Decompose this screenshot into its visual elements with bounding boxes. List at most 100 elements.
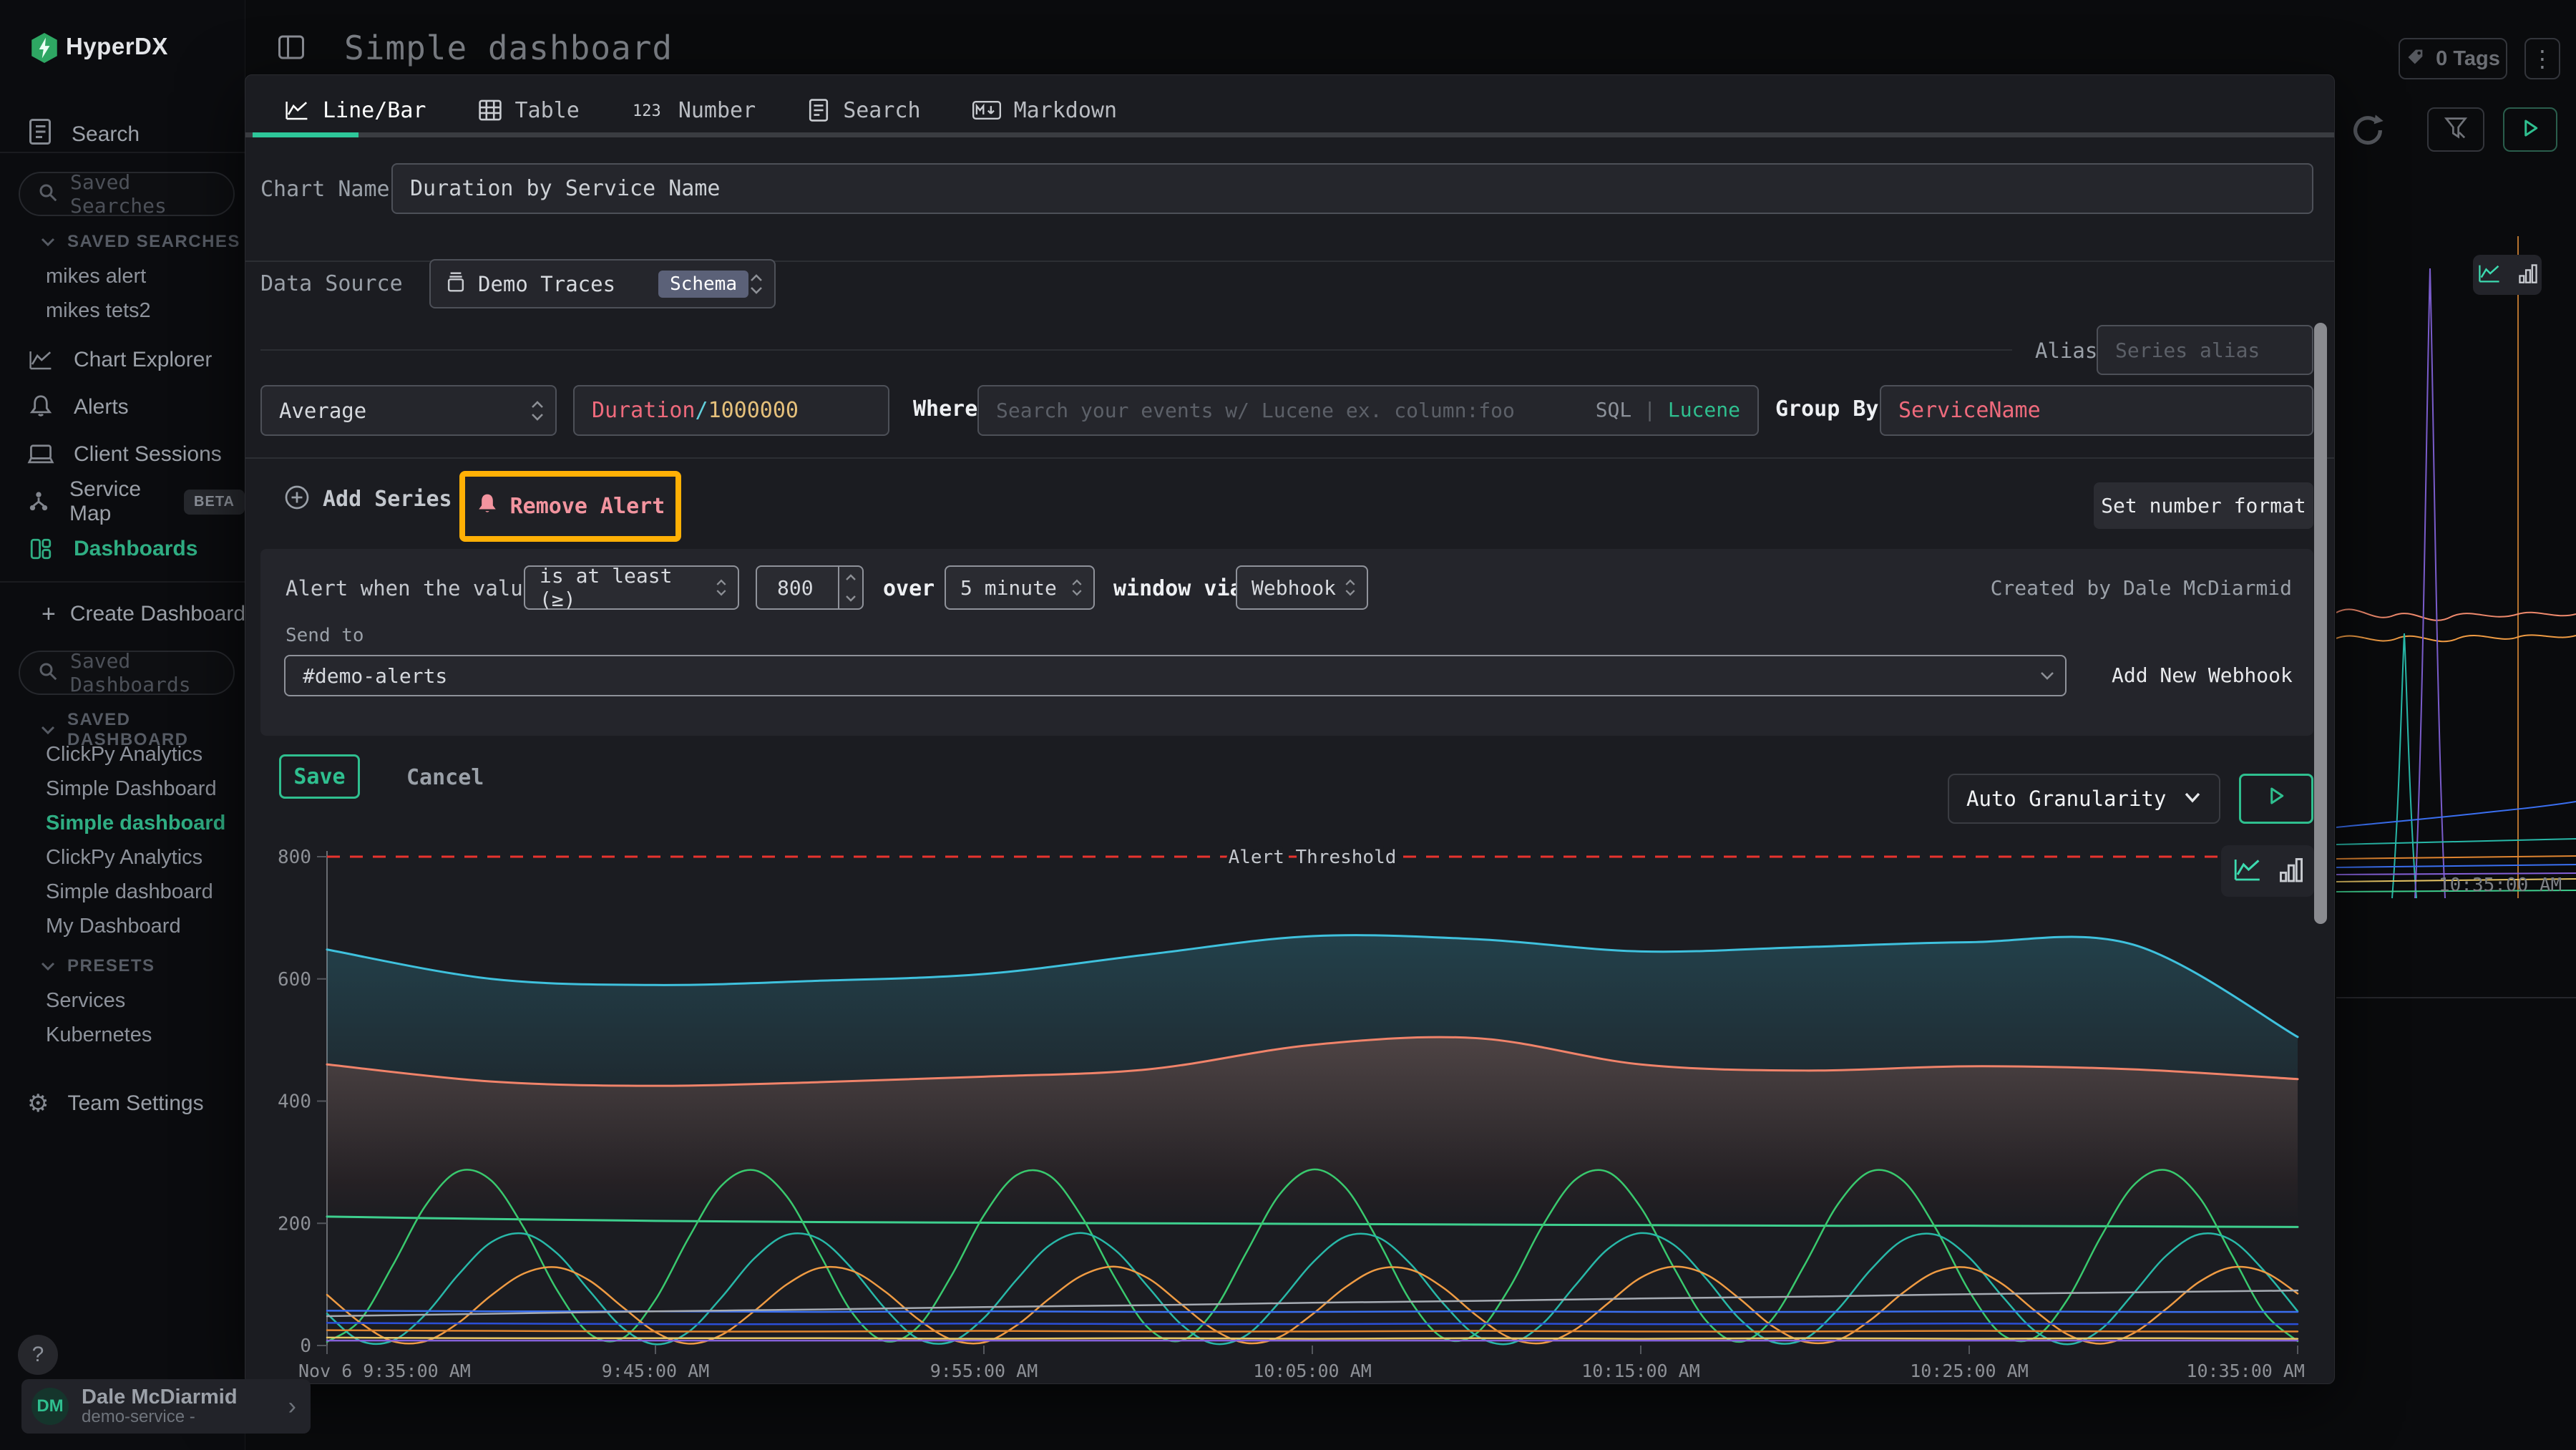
series-alias-input[interactable]: [2097, 325, 2313, 375]
saved-search-mikes-tets2[interactable]: mikes tets2: [0, 293, 245, 328]
alert-condition-select[interactable]: is at least (≥): [524, 565, 739, 610]
search-icon: [37, 182, 59, 207]
x-axis-tick: 10:25:00 AM: [1910, 1361, 2029, 1381]
tag-icon: [2406, 47, 2426, 71]
create-dashboard-button[interactable]: + Create Dashboard: [0, 595, 286, 633]
select-chevrons-icon: [530, 398, 545, 424]
group-by-input[interactable]: [1880, 385, 2313, 436]
x-axis-tick: Nov 6 9:35:00 AM: [298, 1361, 471, 1381]
tab-table[interactable]: Table: [478, 98, 580, 123]
preset-kubernetes[interactable]: Kubernetes: [0, 1018, 245, 1052]
sidebar-item-service-map[interactable]: Service MapBETA: [0, 478, 245, 525]
run-query-button[interactable]: [2503, 107, 2557, 152]
chart-name-input[interactable]: [391, 163, 2313, 214]
presets-section[interactable]: PRESETS: [40, 956, 155, 976]
saved-dashboard-simple-dashboard[interactable]: Simple dashboard: [0, 806, 245, 840]
add-new-webhook-button[interactable]: Add New Webhook: [2112, 663, 2293, 687]
number-stepper[interactable]: [838, 567, 862, 608]
sidebar-collapse-icon[interactable]: [278, 35, 304, 63]
modal-scrollbar[interactable]: [2314, 323, 2327, 924]
send-to-label: Send to: [286, 625, 364, 646]
user-name: Dale McDiarmid: [82, 1386, 238, 1408]
x-axis-tick: 10:05:00 AM: [1253, 1361, 1372, 1381]
tab-search[interactable]: Search: [807, 98, 920, 123]
svg-text:123: 123: [633, 102, 661, 120]
data-source-select[interactable]: Demo Traces Schema: [429, 259, 776, 308]
sidebar-divider: [0, 581, 245, 583]
saved-dashboards-input[interactable]: Saved Dashboards: [19, 651, 235, 695]
play-icon: [2265, 785, 2287, 812]
hyperdx-logo-icon: [30, 33, 59, 67]
cancel-button[interactable]: Cancel: [406, 765, 484, 790]
modal-run-button[interactable]: [2239, 774, 2313, 824]
granularity-select[interactable]: Auto Granularity: [1948, 774, 2220, 824]
saved-dashboard-clickpy-analytics[interactable]: ClickPy Analytics: [0, 840, 245, 875]
kebab-icon: ⋮: [2531, 45, 2554, 72]
background-divider: [2336, 997, 2576, 998]
alert-channel-select[interactable]: Webhook: [1236, 565, 1368, 610]
remove-alert-button[interactable]: Remove Alert: [476, 492, 665, 520]
tab-number[interactable]: 123Number: [631, 98, 756, 123]
lucene-toggle[interactable]: Lucene: [1668, 398, 1740, 422]
select-chevrons-icon: [715, 576, 728, 599]
chevron-down-icon: [40, 956, 56, 976]
saved-dashboard-my-dashboard[interactable]: My Dashboard: [0, 909, 245, 943]
filter-button[interactable]: [2427, 107, 2484, 152]
alert-window-select[interactable]: 5 minute: [945, 565, 1095, 610]
saved-searches-input[interactable]: Saved Searches: [19, 172, 235, 216]
tags-button[interactable]: 0 Tags: [2399, 38, 2507, 79]
search-doc-icon: [807, 98, 830, 122]
saved-dashboards-placeholder: Saved Dashboards: [70, 649, 233, 696]
beta-badge: BETA: [184, 490, 245, 515]
remove-alert-highlight: Remove Alert: [459, 471, 681, 542]
bar-chart-icon: [2519, 263, 2537, 288]
user-card[interactable]: DM Dale McDiarmid demo-service - ›: [21, 1379, 311, 1434]
sidebar-item-alerts[interactable]: Alerts: [0, 384, 245, 431]
saved-dashboard-simple-dashboard[interactable]: Simple dashboard: [0, 875, 245, 909]
refresh-icon[interactable]: [2349, 112, 2386, 152]
help-button[interactable]: ?: [18, 1335, 58, 1375]
sidebar-item-team-settings[interactable]: ⚙ Team Settings: [0, 1082, 272, 1125]
add-series-button[interactable]: Add Series: [284, 485, 452, 514]
tab-markdown[interactable]: Markdown: [972, 98, 1118, 123]
number-123-icon: 123: [631, 99, 665, 121]
saved-search-mikes-alert[interactable]: mikes alert: [0, 259, 245, 293]
alert-threshold-input[interactable]: 800: [756, 565, 864, 610]
send-to-select[interactable]: #demo-alerts: [284, 655, 2067, 696]
save-button[interactable]: Save: [279, 754, 360, 799]
aggregation-select[interactable]: Average: [260, 385, 557, 436]
edit-chart-modal: Line/BarTable123NumberSearchMarkdown Cha…: [245, 74, 2335, 1384]
saved-dashboard-clickpy-analytics[interactable]: ClickPy Analytics: [0, 737, 245, 772]
background-chart-time-label: 10:35:00 AM: [2439, 875, 2562, 896]
filter-icon: [2444, 116, 2468, 144]
sidebar-item-chart-explorer[interactable]: Chart Explorer: [0, 336, 245, 384]
line-chart-icon: [2233, 856, 2263, 887]
kebab-menu-button[interactable]: ⋮: [2524, 38, 2560, 79]
sidebar: HyperDX Search Saved Searches SAVED SEAR…: [0, 0, 245, 1450]
background-chart-type-toggle[interactable]: [2473, 255, 2542, 295]
field-expression-input[interactable]: Duration/1000000: [573, 385, 889, 436]
select-chevrons-icon: [1070, 576, 1083, 599]
sql-toggle[interactable]: SQL: [1596, 398, 1632, 422]
alert-threshold-label: Alert Threshold: [1229, 847, 1397, 868]
sidebar-item-client-sessions[interactable]: Client Sessions: [0, 431, 245, 478]
sidebar-item-label: Search: [72, 122, 140, 147]
where-search-wrap: SQL | Lucene: [977, 385, 1759, 436]
service-map-icon: [26, 490, 51, 514]
preset-services[interactable]: Services: [0, 983, 245, 1018]
sidebar-divider: [0, 152, 245, 153]
logs-icon: [27, 117, 53, 152]
chart-type-toggle[interactable]: [2221, 845, 2314, 897]
schema-badge: Schema: [658, 271, 748, 298]
user-subtitle: demo-service -: [82, 1408, 238, 1426]
y-axis-tick: 400: [278, 1091, 311, 1113]
tab-line-bar[interactable]: Line/Bar: [284, 98, 426, 123]
sidebar-item-search[interactable]: Search: [0, 116, 272, 153]
saved-dashboard-simple-dashboard[interactable]: Simple Dashboard: [0, 772, 245, 806]
saved-searches-section[interactable]: SAVED SEARCHES: [40, 232, 240, 252]
set-number-format-button[interactable]: Set number format: [2094, 482, 2313, 529]
window-via-label: window via: [1113, 576, 1243, 601]
sidebar-item-dashboards[interactable]: Dashboards: [0, 525, 245, 573]
where-label: Where: [913, 396, 977, 422]
search-icon: [37, 661, 59, 686]
